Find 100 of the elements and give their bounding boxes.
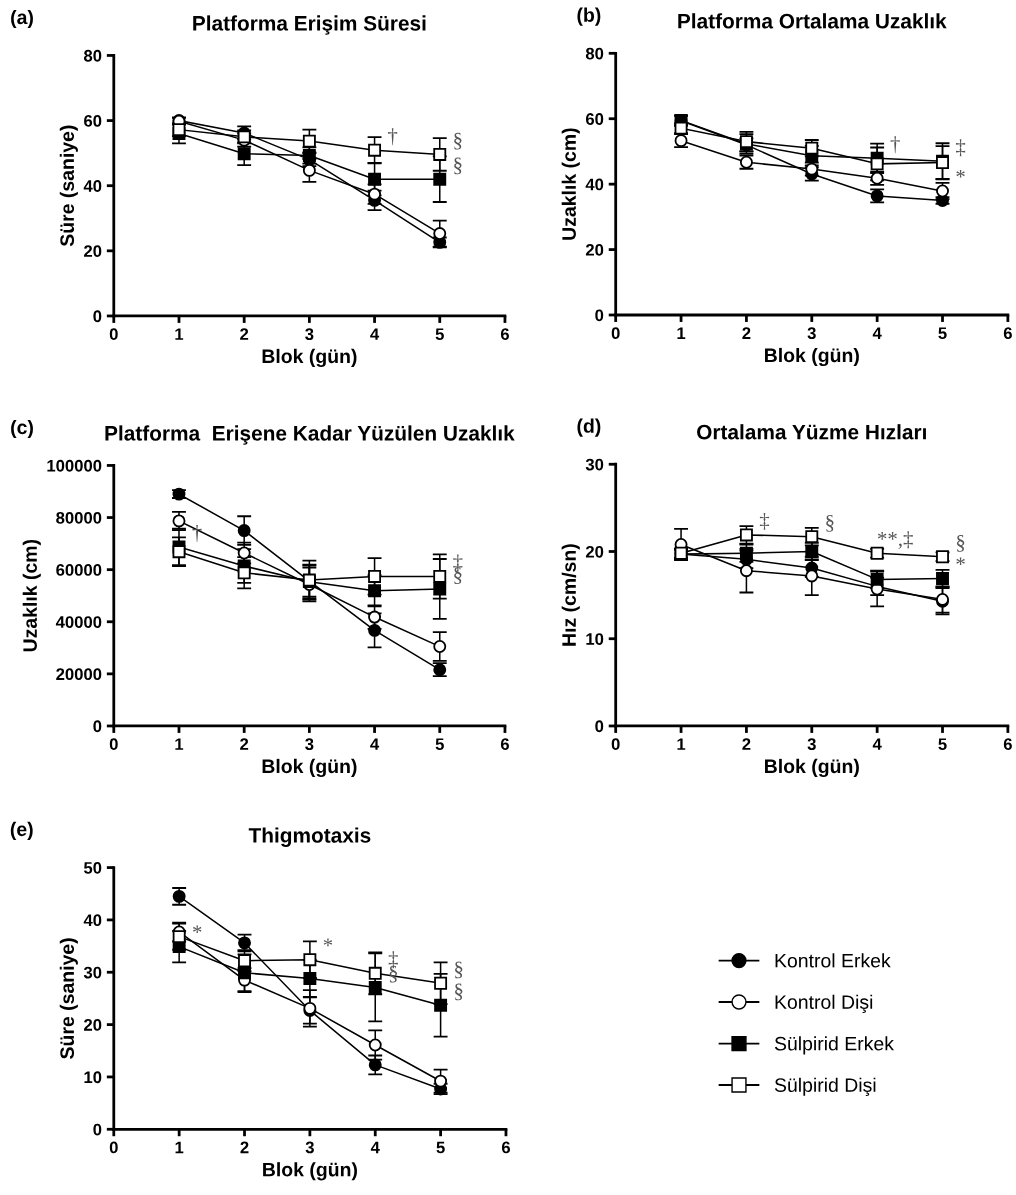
- y-tick-label: 40: [83, 180, 102, 192]
- chart-title: Ortalama Yüzme Hızları: [697, 424, 926, 440]
- x-tick-label: 2: [742, 738, 751, 750]
- x-tick-label: 3: [807, 327, 816, 340]
- annotation: *: [956, 169, 965, 178]
- x-tick-label: 2: [240, 1141, 249, 1154]
- x-tick-label: 0: [611, 327, 620, 340]
- x-tick-label: 0: [109, 328, 118, 341]
- x-tick-label: 4: [370, 1141, 380, 1154]
- x-tick-label: 1: [175, 328, 184, 340]
- y-tick-label: 20: [84, 1018, 102, 1031]
- x-tick-label: 0: [611, 738, 620, 751]
- annotation: †: [890, 136, 900, 154]
- y-tick-label: 60: [84, 114, 102, 127]
- annotation: †: [388, 128, 398, 146]
- chart-title: Thigmotaxis: [248, 827, 371, 847]
- x-tick-label: 4: [872, 327, 882, 339]
- y-tick-label: 60: [585, 113, 604, 125]
- y-tick-label: 40: [83, 914, 102, 927]
- x-tick-label: 0: [109, 1141, 118, 1154]
- x-tick-label: 5: [938, 738, 947, 751]
- chart-title: Platforma Ortalama Uzaklık: [678, 13, 947, 29]
- x-tick-label: 5: [938, 327, 947, 340]
- y-tick-label: 80000: [56, 511, 102, 524]
- x-tick-label: 3: [305, 328, 314, 341]
- x-axis-title: Blok (gün): [263, 1162, 357, 1181]
- x-tick-label: 6: [1003, 327, 1012, 340]
- y-axis-title: Uzaklık (cm): [22, 539, 41, 652]
- y-tick-label: 40: [585, 178, 604, 191]
- annotation: §: [957, 535, 965, 552]
- x-tick-label: 3: [305, 738, 314, 751]
- y-tick-label: 20: [585, 243, 604, 256]
- y-tick-label: 80: [83, 49, 102, 62]
- y-tick-label: 60000: [56, 564, 102, 576]
- x-tick-label: 5: [436, 1141, 445, 1154]
- x-tick-label: 6: [500, 328, 509, 341]
- y-tick-label: 0: [595, 720, 604, 733]
- y-tick-label: 50: [83, 861, 102, 874]
- x-axis-title: Blok (gün): [262, 348, 357, 368]
- text: (a): [11, 9, 33, 29]
- x-tick-label: 1: [677, 738, 686, 750]
- y-tick-label: 30: [83, 966, 102, 979]
- legend-label: Sülpirid Erkek: [774, 1036, 894, 1055]
- annotation: §: [826, 515, 834, 532]
- annotation: §: [455, 983, 463, 1001]
- y-axis-title: Süre (saniye): [59, 938, 78, 1059]
- x-tick-label: 5: [435, 328, 444, 341]
- annotation: §: [454, 132, 462, 150]
- x-tick-label: 1: [175, 738, 184, 750]
- annotation: **,‡: [877, 531, 913, 549]
- x-tick-label: 4: [872, 738, 882, 750]
- x-tick-label: 6: [500, 738, 509, 751]
- text: (c): [11, 419, 33, 439]
- y-tick-label: 100000: [47, 459, 102, 472]
- annotation: ‡: [759, 512, 770, 530]
- text: (e): [10, 821, 33, 840]
- y-axis-title: Hız (cm/sn): [561, 544, 580, 646]
- x-tick-label: 1: [175, 1141, 184, 1154]
- x-axis-title: Blok (gün): [765, 758, 859, 778]
- x-tick-label: 1: [677, 327, 686, 339]
- x-tick-label: 0: [109, 738, 118, 751]
- y-tick-label: 10: [586, 633, 604, 645]
- y-axis-title: Süre (saniye): [59, 125, 78, 247]
- y-tick-label: 30: [585, 458, 604, 471]
- y-tick-label: 20000: [56, 668, 102, 681]
- x-axis-title: Blok (gün): [262, 758, 357, 778]
- y-tick-label: 10: [84, 1071, 102, 1084]
- x-tick-label: 6: [501, 1141, 510, 1154]
- chart-title: Platforma Erişene Kadar Yüzülen Uzaklık: [105, 425, 515, 445]
- y-tick-label: 20: [585, 545, 604, 558]
- y-tick-label: 0: [595, 309, 604, 322]
- x-tick-label: 2: [240, 738, 249, 750]
- annotation: ‡: [956, 139, 966, 157]
- y-tick-label: 0: [93, 1123, 102, 1136]
- y-tick-label: 0: [93, 310, 102, 323]
- legend-label: Sülpirid Dişi: [774, 1077, 876, 1096]
- x-axis-title: Blok (gün): [765, 347, 859, 367]
- x-tick-label: 5: [435, 738, 444, 751]
- chart-title: Platforma Erişim Süresi: [193, 15, 426, 35]
- annotation: *: [193, 925, 202, 934]
- y-tick-label: 80: [585, 47, 604, 60]
- x-tick-label: 6: [1003, 738, 1012, 751]
- y-axis-title: Uzaklık (cm): [561, 128, 580, 240]
- x-tick-label: 2: [240, 328, 249, 340]
- annotation: *: [956, 557, 965, 566]
- x-tick-label: 4: [370, 328, 380, 340]
- annotation: *: [323, 938, 333, 947]
- annotation: §: [455, 961, 463, 979]
- text: (d): [577, 418, 601, 437]
- legend-label: Kontrol Erkek: [775, 953, 891, 968]
- x-tick-label: 2: [742, 327, 751, 339]
- x-tick-label: 3: [305, 1141, 314, 1154]
- x-tick-label: 4: [370, 738, 380, 750]
- legend-label: Kontrol Dişi: [775, 994, 873, 1013]
- y-tick-label: 40000: [55, 616, 102, 628]
- text: (b): [577, 7, 601, 26]
- x-tick-label: 3: [807, 738, 816, 751]
- y-tick-label: 0: [93, 720, 102, 733]
- annotation: §: [454, 157, 462, 175]
- y-tick-label: 20: [84, 245, 102, 258]
